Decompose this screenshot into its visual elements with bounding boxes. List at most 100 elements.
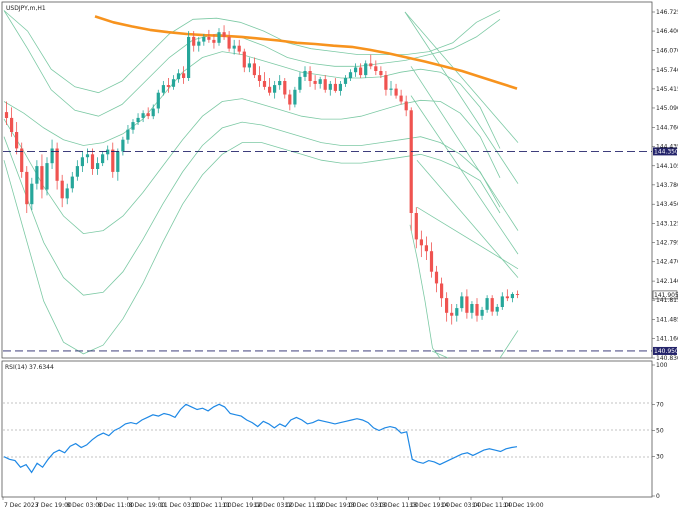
candle-body — [455, 308, 459, 316]
candle-body — [505, 296, 509, 299]
candle-body — [359, 67, 363, 76]
candle-body — [278, 81, 282, 86]
candle-body — [227, 36, 231, 49]
candle-body — [257, 75, 262, 81]
price-tick-label: 145.090 — [656, 105, 678, 112]
candle-body — [500, 296, 504, 307]
time-tick-label: 13 Dec 11:00 — [378, 502, 419, 509]
candle-body — [106, 149, 110, 155]
band-line-5 — [3, 121, 501, 296]
candle-body — [394, 88, 398, 96]
rsi-tick-label: 100 — [656, 362, 668, 369]
band-tail-1-1 — [410, 95, 519, 255]
time-tick-label: 8 Dec 03:00 — [66, 502, 103, 509]
candle-body — [15, 132, 19, 149]
candle-body — [45, 163, 49, 190]
rsi-tick-label: 50 — [656, 428, 664, 435]
candle-body — [217, 32, 221, 43]
candle-body — [207, 36, 211, 40]
candle-body — [313, 81, 317, 84]
price-tick-label: 143.450 — [656, 201, 678, 208]
candle-body — [495, 306, 499, 312]
candle-body — [10, 117, 14, 132]
rsi-tick-label: 0 — [656, 493, 660, 500]
candle-body — [202, 36, 206, 42]
candle-body — [268, 86, 272, 93]
candle-body — [450, 312, 454, 316]
candle-body — [247, 63, 251, 68]
time-tick-label: 13 Dec 19:00 — [410, 502, 451, 509]
candle-body — [374, 66, 378, 71]
price-tick-label: 141.815 — [656, 297, 678, 304]
candle-body — [354, 67, 358, 73]
price-tick-label: 140.830 — [656, 355, 678, 362]
candle-body — [151, 108, 155, 117]
candle-body — [182, 73, 186, 78]
rsi-line — [3, 403, 518, 474]
candle-body — [283, 81, 287, 95]
band-tail-0-2 — [416, 159, 519, 278]
band-tail-0-0 — [404, 11, 519, 143]
candle-body — [338, 83, 342, 91]
candle-body — [35, 166, 39, 184]
candle-body — [25, 171, 29, 205]
candle-body — [288, 94, 292, 105]
candle-body — [429, 251, 434, 272]
band-line-6 — [3, 142, 501, 355]
candle-body — [308, 71, 312, 81]
main-chart-title: USDJPY,m,H1 — [6, 5, 46, 12]
candle-body — [445, 298, 449, 313]
band-lower-tail-1 — [431, 350, 449, 358]
rsi-reference-lines — [3, 402, 652, 458]
band-tail-0-1 — [410, 66, 519, 231]
candle-body — [460, 296, 464, 309]
time-tick-label: 12 Dec 11:00 — [285, 502, 326, 509]
candle-body — [440, 283, 444, 299]
band-line-2 — [3, 10, 501, 117]
candle-body — [80, 157, 84, 167]
candle-body — [475, 304, 479, 316]
candle-body — [55, 148, 59, 181]
level-label: 144.350 — [654, 148, 678, 155]
rsi-panel-frame — [1, 360, 653, 498]
candle-body — [470, 304, 474, 313]
candle-body — [490, 298, 494, 312]
candle-body — [75, 166, 79, 177]
band-tail-2-0 — [499, 330, 519, 358]
band-line-4 — [3, 98, 501, 235]
price-axis: 146.725 146.400 146.070 145.740 145.415 145.0… — [652, 9, 678, 362]
time-tick-label: 7 Dec 2023 — [4, 502, 39, 509]
ma-line — [94, 15, 518, 90]
candle-body — [70, 176, 74, 189]
candle-body — [20, 148, 24, 172]
candle-body — [364, 63, 368, 76]
rsi-series-line — [3, 403, 518, 474]
rsi-tick-label: 70 — [656, 401, 664, 408]
candle-body — [212, 39, 216, 43]
candle-body — [90, 154, 95, 169]
candle-body — [399, 95, 403, 102]
current-price-tag — [652, 290, 678, 300]
candle-body — [369, 63, 373, 67]
time-tick-label: 11 Dec 11:00 — [191, 502, 232, 509]
candle-body — [30, 183, 34, 205]
candle-body — [40, 166, 44, 190]
time-tick-label: 11 Dec 19:00 — [222, 502, 263, 509]
candle-body — [384, 75, 388, 90]
candle-body — [166, 85, 170, 87]
time-tick-label: 13 Dec 03:00 — [347, 502, 388, 509]
candle-body — [480, 309, 484, 316]
candle-body — [252, 63, 256, 76]
candle-body — [116, 151, 120, 172]
candle-body — [237, 45, 241, 52]
candle-body — [379, 71, 383, 76]
price-tick-label: 142.470 — [656, 259, 678, 266]
time-tick-label: 7 Dec 19:00 — [35, 502, 72, 509]
candle-body — [485, 298, 489, 310]
time-tick-label: 12 Dec 19:00 — [316, 502, 357, 509]
candle-body — [232, 45, 236, 49]
bollinger-bands — [3, 10, 519, 358]
candle-body — [156, 92, 160, 109]
